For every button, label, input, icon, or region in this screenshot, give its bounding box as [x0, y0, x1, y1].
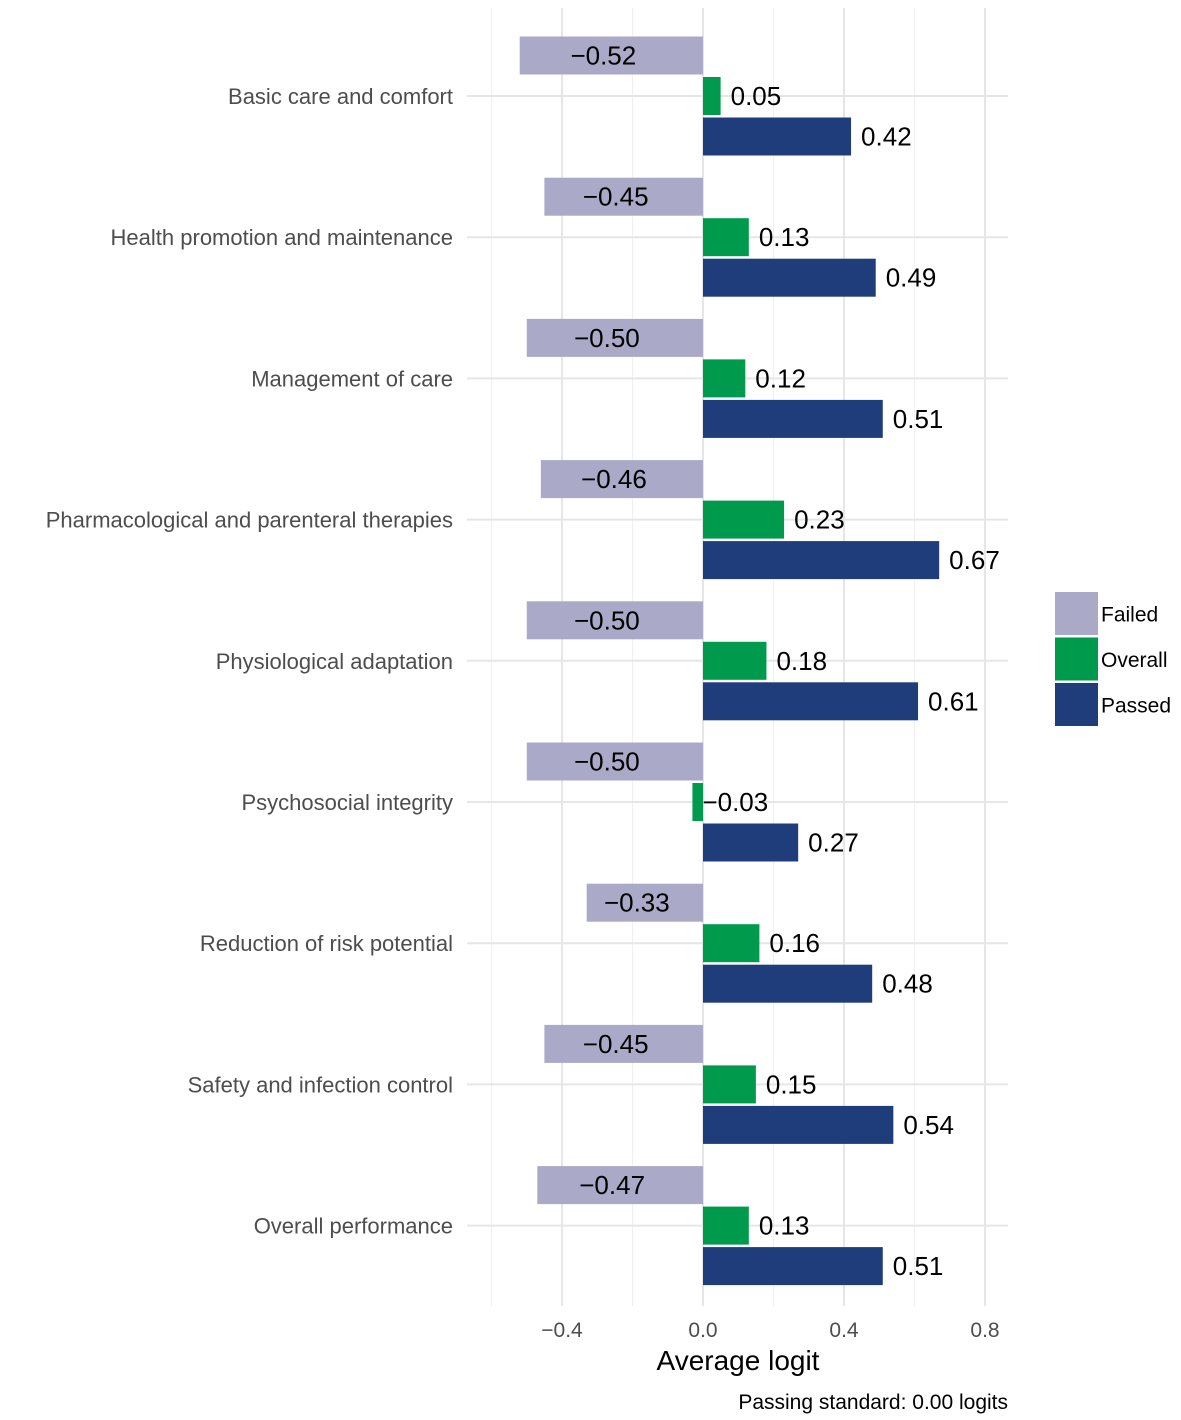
value-label-overall: 0.13 — [759, 222, 810, 252]
bar-overall — [703, 77, 721, 115]
value-label-passed: 0.49 — [886, 263, 937, 293]
bar-failed — [544, 1024, 703, 1063]
bar-passed — [703, 823, 799, 862]
value-label-overall: 0.16 — [769, 928, 820, 958]
bar-passed — [703, 964, 873, 1003]
bar-overall — [703, 1065, 756, 1104]
bar-failed — [526, 318, 703, 357]
value-label-failed: −0.52 — [570, 41, 636, 71]
category-label: Physiological adaptation — [216, 649, 453, 674]
bar-passed — [703, 1105, 894, 1144]
value-label-passed: 0.51 — [893, 1251, 944, 1281]
category-labels: Basic care and comfort Health promotion a… — [46, 84, 453, 1239]
bar-overall — [692, 783, 703, 821]
bar-overall — [703, 359, 746, 398]
value-label-overall: 0.23 — [794, 505, 845, 535]
bar-passed — [703, 399, 883, 438]
legend: Failed Overall Passed — [1055, 592, 1171, 726]
value-label-overall: 0.05 — [731, 81, 782, 111]
bar-overall — [703, 924, 760, 963]
legend-key-overall — [1055, 637, 1098, 681]
category-label: Pharmacological and parenteral therapies — [46, 508, 453, 533]
bar-overall — [703, 1206, 749, 1245]
value-label-failed: −0.45 — [583, 1029, 649, 1059]
bar-failed — [540, 460, 703, 499]
bar-failed — [586, 883, 703, 922]
value-label-passed: 0.61 — [928, 686, 979, 716]
value-label-failed: −0.47 — [579, 1170, 645, 1200]
legend-label-failed: Failed — [1101, 604, 1158, 627]
value-label-overall: −0.03 — [702, 787, 768, 817]
x-tick-label: 0.0 — [688, 1319, 717, 1342]
bar-passed — [703, 682, 919, 721]
bar-failed — [519, 36, 703, 75]
bar-overall — [703, 641, 767, 680]
value-label-passed: 0.27 — [808, 828, 859, 858]
bar-overall — [703, 218, 749, 257]
bar-passed — [703, 258, 876, 297]
legend-label-passed: Passed — [1101, 695, 1171, 718]
x-tick-label: −0.4 — [541, 1319, 583, 1342]
value-label-failed: −0.33 — [604, 888, 670, 918]
value-label-overall: 0.13 — [759, 1211, 810, 1241]
category-label: Safety and infection control — [188, 1072, 453, 1097]
value-label-failed: −0.50 — [574, 747, 640, 777]
value-label-overall: 0.18 — [776, 646, 827, 676]
bar-failed — [537, 1166, 703, 1205]
bar-passed — [703, 541, 940, 580]
value-label-passed: 0.54 — [903, 1110, 954, 1140]
legend-key-passed — [1055, 683, 1098, 726]
bars: −0.52 0.05 0.42 −0.45 0.13 0.49 −0.50 0.12 0.51 −… — [519, 36, 1000, 1286]
category-label: Overall performance — [254, 1214, 453, 1239]
value-label-overall: 0.12 — [755, 363, 806, 393]
category-label: Management of care — [251, 366, 453, 391]
value-label-failed: −0.46 — [581, 464, 647, 494]
value-label-failed: −0.50 — [574, 605, 640, 635]
legend-key-failed — [1055, 592, 1098, 635]
category-label: Reduction of risk potential — [200, 931, 453, 956]
x-tick-label: 0.4 — [829, 1319, 859, 1342]
value-label-overall: 0.15 — [766, 1069, 817, 1099]
x-axis-ticks: −0.4 0.0 0.4 0.8 — [541, 1319, 999, 1342]
value-label-passed: 0.48 — [882, 969, 933, 999]
bar-failed — [526, 601, 703, 640]
value-label-passed: 0.67 — [949, 545, 1000, 575]
value-label-failed: −0.50 — [574, 323, 640, 353]
x-tick-label: 0.8 — [970, 1319, 999, 1342]
value-label-passed: 0.51 — [893, 404, 944, 434]
legend-label-overall: Overall — [1101, 649, 1168, 672]
category-label: Health promotion and maintenance — [111, 225, 453, 250]
caption: Passing standard: 0.00 logits — [738, 1391, 1008, 1414]
x-axis-title: Average logit — [657, 1345, 820, 1376]
bar-passed — [703, 117, 852, 156]
category-label: Psychosocial integrity — [241, 790, 453, 815]
value-label-failed: −0.45 — [583, 182, 649, 212]
bar-failed — [526, 742, 703, 781]
bar-overall — [703, 500, 785, 539]
bar-failed — [544, 177, 703, 216]
category-label: Basic care and comfort — [228, 84, 453, 109]
bar-passed — [703, 1247, 883, 1286]
value-label-passed: 0.42 — [861, 122, 912, 152]
